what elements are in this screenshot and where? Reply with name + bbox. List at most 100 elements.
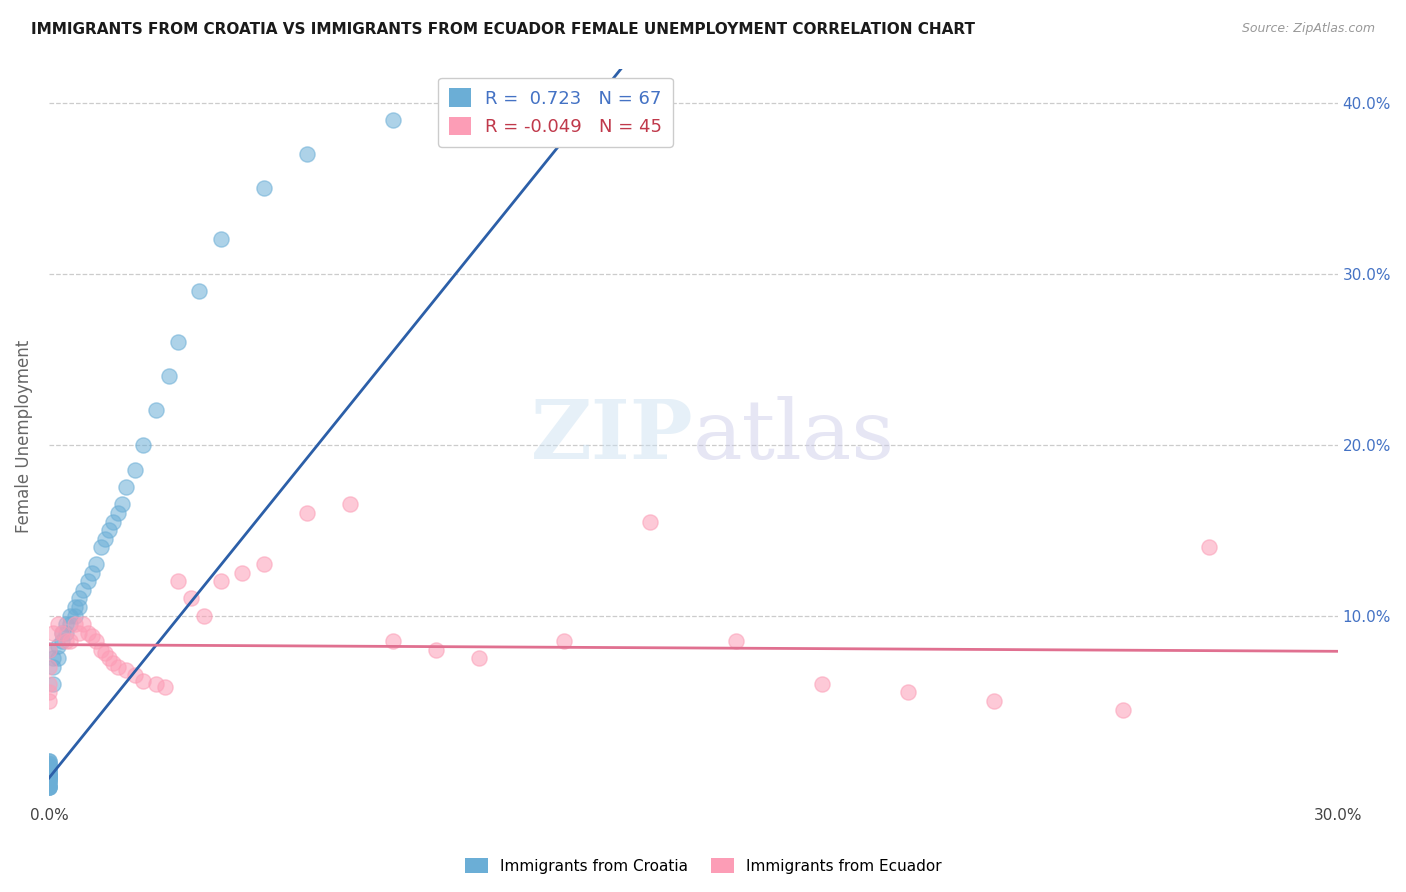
Point: [38, 769, 60, 783]
Point: [132, 673, 155, 688]
Legend: R =  0.723   N = 67, R = -0.049   N = 45: R = 0.723 N = 67, R = -0.049 N = 45: [439, 78, 673, 147]
Point: [38, 763, 60, 777]
Point: [38, 765, 60, 780]
Point: [253, 558, 276, 572]
Point: [63, 617, 86, 632]
Point: [897, 685, 920, 699]
Point: [89, 540, 111, 554]
Point: [38, 660, 60, 674]
Y-axis label: Female Unemployment: Female Unemployment: [15, 340, 32, 533]
Point: [596, 78, 619, 93]
Point: [55, 617, 77, 632]
Point: [38, 767, 60, 781]
Point: [38, 756, 60, 770]
Point: [145, 403, 167, 417]
Point: [124, 668, 146, 682]
Point: [209, 232, 232, 246]
Point: [72, 617, 94, 632]
Point: [231, 566, 253, 580]
Point: [38, 771, 60, 785]
Point: [38, 763, 60, 777]
Point: [725, 634, 748, 648]
Point: [63, 600, 86, 615]
Point: [640, 515, 662, 529]
Point: [1198, 540, 1220, 554]
Point: [811, 677, 834, 691]
Point: [103, 515, 125, 529]
Point: [38, 778, 60, 792]
Point: [98, 651, 121, 665]
Point: [132, 437, 155, 451]
Text: atlas: atlas: [693, 396, 896, 476]
Point: [153, 681, 176, 695]
Point: [55, 634, 77, 648]
Point: [107, 506, 129, 520]
Point: [38, 763, 60, 777]
Point: [983, 694, 1005, 708]
Point: [42, 660, 65, 674]
Point: [98, 523, 121, 537]
Point: [38, 764, 60, 779]
Point: [38, 767, 60, 781]
Point: [38, 780, 60, 794]
Point: [51, 625, 73, 640]
Point: [38, 759, 60, 773]
Point: [38, 754, 60, 768]
Point: [84, 558, 107, 572]
Point: [1112, 703, 1135, 717]
Point: [124, 463, 146, 477]
Point: [295, 147, 318, 161]
Point: [38, 757, 60, 772]
Point: [42, 651, 65, 665]
Point: [339, 498, 361, 512]
Point: [76, 574, 98, 589]
Point: [381, 634, 404, 648]
Point: [67, 600, 90, 615]
Point: [38, 772, 60, 787]
Legend: Immigrants from Croatia, Immigrants from Ecuador: Immigrants from Croatia, Immigrants from…: [458, 852, 948, 880]
Text: ZIP: ZIP: [530, 396, 693, 476]
Point: [38, 642, 60, 657]
Point: [38, 774, 60, 789]
Point: [166, 574, 188, 589]
Point: [188, 284, 211, 298]
Point: [103, 657, 125, 671]
Point: [38, 774, 60, 789]
Point: [84, 634, 107, 648]
Text: IMMIGRANTS FROM CROATIA VS IMMIGRANTS FROM ECUADOR FEMALE UNEMPLOYMENT CORRELATI: IMMIGRANTS FROM CROATIA VS IMMIGRANTS FR…: [31, 22, 974, 37]
Point: [55, 625, 77, 640]
Point: [553, 634, 575, 648]
Point: [72, 582, 94, 597]
Point: [38, 780, 60, 794]
Point: [46, 640, 69, 654]
Point: [63, 608, 86, 623]
Point: [193, 608, 215, 623]
Point: [59, 634, 82, 648]
Point: [94, 646, 117, 660]
Point: [67, 625, 90, 640]
Point: [467, 651, 489, 665]
Point: [67, 591, 90, 606]
Point: [209, 574, 232, 589]
Point: [253, 181, 276, 195]
Point: [76, 625, 98, 640]
Point: [115, 480, 138, 494]
Point: [38, 765, 60, 780]
Point: [38, 694, 60, 708]
Point: [46, 651, 69, 665]
Point: [38, 767, 60, 781]
Point: [38, 776, 60, 790]
Point: [145, 677, 167, 691]
Point: [38, 780, 60, 794]
Point: [38, 771, 60, 785]
Point: [59, 617, 82, 632]
Point: [38, 642, 60, 657]
Point: [166, 334, 188, 349]
Point: [42, 625, 65, 640]
Point: [38, 780, 60, 794]
Point: [38, 771, 60, 785]
Point: [115, 663, 138, 677]
Point: [46, 617, 69, 632]
Point: [80, 629, 103, 643]
Point: [107, 660, 129, 674]
